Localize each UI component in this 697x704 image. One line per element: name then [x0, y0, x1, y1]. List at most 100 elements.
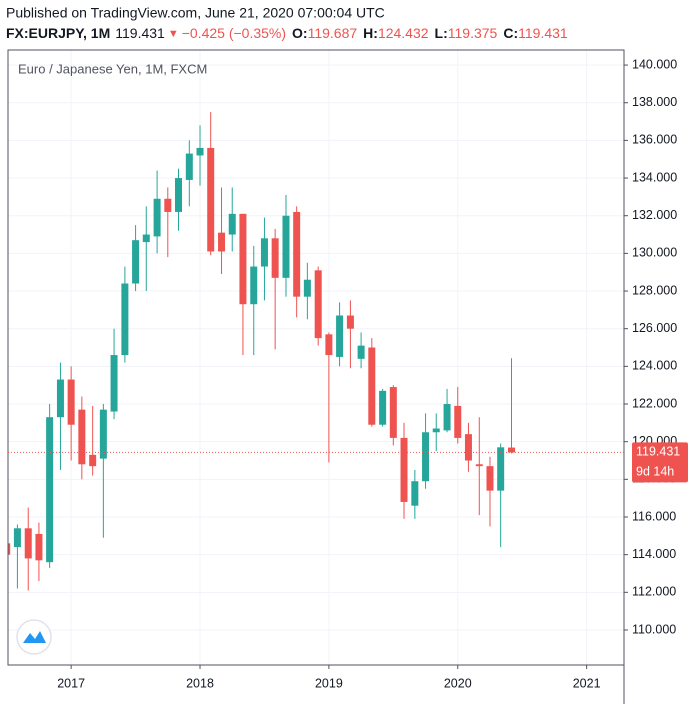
last-price-box	[632, 442, 688, 483]
change: −0.425 (−0.35%)	[182, 25, 286, 41]
candle	[314, 266, 322, 346]
candle-body	[432, 428, 440, 433]
logo[interactable]	[16, 619, 52, 655]
candle	[56, 362, 64, 470]
candle-body	[303, 279, 311, 297]
candle-body	[185, 153, 193, 180]
y-tick-label: 112.000	[632, 585, 676, 599]
candle	[142, 206, 150, 292]
candle	[46, 404, 54, 568]
candle-body	[132, 240, 140, 284]
candle	[174, 168, 182, 231]
candle-body	[35, 533, 43, 561]
candle	[389, 385, 397, 446]
candle-body	[389, 387, 397, 438]
candle	[153, 170, 161, 254]
x-tick-label: 2021	[573, 676, 601, 690]
ohlc-value: 124.432	[378, 25, 429, 41]
candle-body	[411, 481, 419, 506]
x-tick-label: 2017	[57, 676, 85, 690]
candle-body	[507, 447, 515, 453]
y-tick-label: 114.000	[632, 547, 676, 561]
ohlc-value: 119.431	[518, 25, 568, 41]
candle	[239, 213, 247, 356]
candle	[250, 245, 258, 356]
candle-body	[196, 147, 204, 156]
published: Published on TradingView.com, June 21, 2…	[6, 5, 385, 21]
y-tick-label: 132.000	[632, 208, 677, 222]
candle-body	[325, 334, 333, 356]
y-tick-label: 124.000	[632, 359, 677, 373]
grid	[8, 50, 624, 665]
candle-body	[475, 464, 483, 467]
ohlc-key: H:	[363, 25, 378, 41]
candle-body	[89, 454, 97, 467]
candle	[13, 524, 21, 589]
candle	[303, 262, 311, 320]
candle-body	[282, 215, 290, 278]
candle-body	[24, 528, 32, 559]
candle	[464, 422, 472, 472]
y-tick-label: 126.000	[632, 321, 677, 335]
candle	[475, 417, 483, 516]
ohlc-key: C:	[503, 25, 518, 41]
candle	[282, 194, 290, 297]
candle-body	[99, 409, 107, 459]
candle	[400, 422, 408, 519]
last-price-label: 119.431	[636, 445, 680, 459]
candle	[67, 366, 75, 461]
candle	[411, 469, 419, 519]
candle-body	[121, 283, 129, 356]
last-price: 119.431	[115, 25, 165, 41]
candle	[185, 140, 193, 207]
candle-body	[67, 379, 75, 425]
candle-body	[443, 404, 451, 431]
candle-body	[422, 432, 430, 482]
candle-body	[464, 434, 472, 461]
header-quote: FX:EURJPY, 1M 119.431 ▼ −0.425 (−0.35%) O:11…	[6, 25, 568, 41]
candle	[89, 405, 97, 476]
plot-frame	[7, 49, 625, 666]
candle	[99, 404, 107, 538]
candle	[207, 112, 215, 256]
candle-body	[368, 347, 376, 425]
candle-body	[497, 447, 505, 491]
candle	[357, 332, 365, 369]
candle-body	[239, 213, 247, 305]
candle	[368, 338, 376, 427]
y-tick-label: 110.000	[632, 622, 676, 636]
ohlc-key: L:	[435, 25, 448, 41]
symbol: FX:EURJPY, 1M	[6, 25, 110, 41]
candle-body	[314, 270, 322, 339]
candle-body	[228, 213, 236, 235]
candle-body	[174, 178, 182, 212]
candle	[228, 187, 236, 252]
candle-body	[8, 543, 11, 555]
candle-body	[336, 315, 344, 357]
candle	[293, 206, 301, 318]
candle-body	[346, 315, 354, 329]
candle	[110, 328, 118, 420]
candle	[346, 300, 354, 369]
candle	[379, 388, 387, 427]
x-tick-label: 2018	[186, 676, 214, 690]
candle-body	[293, 211, 301, 297]
y-tick-label: 140.000	[632, 57, 677, 71]
candle-body	[260, 238, 268, 267]
candle-body	[218, 232, 226, 252]
candle-body	[400, 437, 408, 502]
y-tick-label: 128.000	[632, 283, 677, 297]
y-tick-label: 122.000	[632, 396, 677, 410]
candle	[443, 388, 451, 433]
candle	[24, 507, 32, 591]
candle-body	[271, 238, 279, 278]
candle-body	[46, 417, 54, 563]
candle	[432, 413, 440, 452]
candle	[422, 413, 430, 489]
chart-title: Euro / Japanese Yen, 1M, FXCM	[18, 61, 207, 76]
countdown: 9d 14h	[636, 465, 674, 479]
candle	[164, 187, 172, 258]
ohlc-key: O:	[292, 25, 308, 41]
candle-body	[454, 405, 462, 438]
